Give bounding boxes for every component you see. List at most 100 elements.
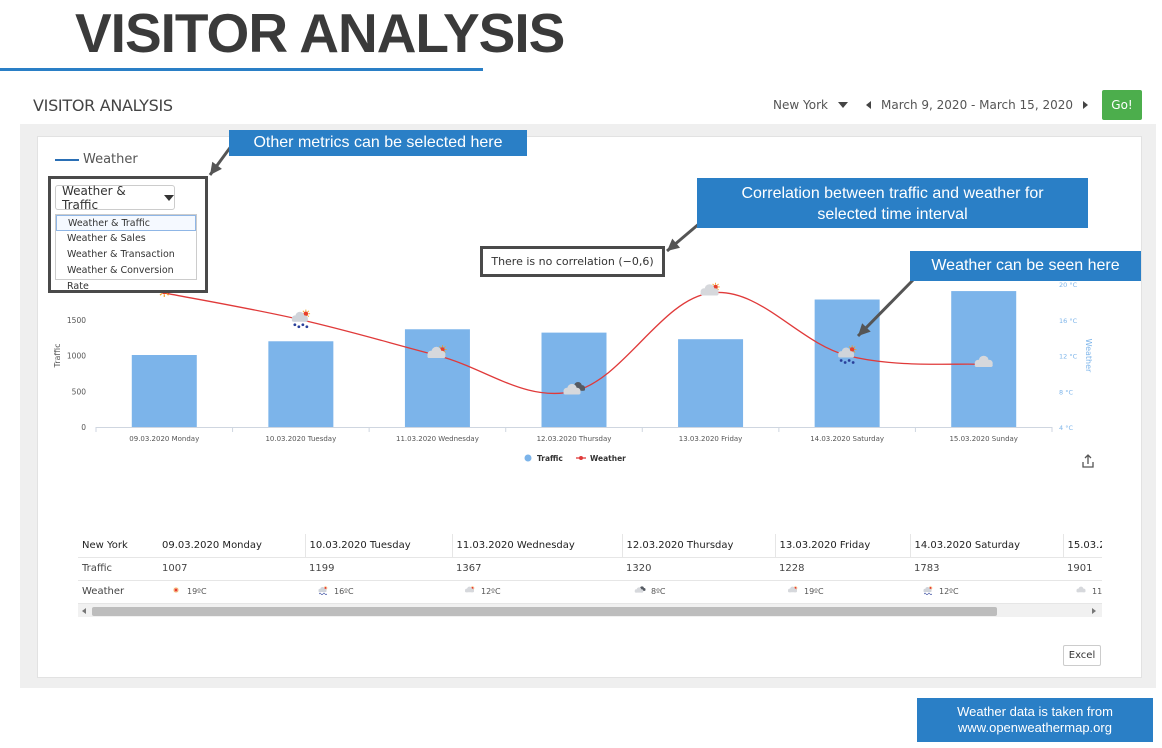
callout-arrow-line: [856, 276, 917, 338]
table-cell: 1367: [452, 557, 622, 581]
chart-top-legend: Weather: [55, 152, 138, 167]
callout-correlation-line: selected time interval: [817, 206, 968, 223]
weather-icon: [785, 585, 804, 597]
traffic-bar: [131, 354, 197, 427]
date-range[interactable]: March 9, 2020 - March 15, 2020: [881, 98, 1073, 112]
weather-icon: [632, 585, 651, 597]
table-header: 15.03.2020 Sunday: [1063, 534, 1102, 558]
table-cell: 11ºC: [1063, 580, 1102, 604]
chevron-down-icon: [164, 194, 174, 201]
scroll-right-icon[interactable]: [1092, 608, 1096, 614]
metric-select[interactable]: Weather & Traffic: [55, 183, 175, 212]
x-tick-label: 10.03.2020 Tuesday: [265, 435, 336, 443]
y-axis-title: Traffic: [53, 343, 62, 368]
table-header: 09.03.2020 Monday: [158, 534, 306, 558]
weather-icon: [920, 585, 939, 597]
weather-icon: [462, 585, 481, 597]
table-header: 11.03.2020 Wednesday: [452, 534, 623, 558]
snow-sun-weather-icon: [838, 345, 857, 364]
weather-temp: 19ºC: [187, 586, 207, 596]
chart-top-legend-label: Weather: [83, 152, 138, 167]
x-tick-label: 13.03.2020 Friday: [679, 435, 743, 443]
traffic-legend-label: Traffic: [537, 454, 563, 463]
weather-cell: 12ºC: [914, 585, 959, 597]
weather-icon: [315, 585, 334, 597]
metric-option[interactable]: Weather & Sales: [67, 233, 146, 244]
traffic-bar: [678, 339, 744, 427]
cloud-dark-weather-icon: [634, 586, 646, 593]
weather-legend-label: Weather: [590, 454, 626, 463]
cloud-dark-weather-icon: [563, 382, 585, 395]
scroll-left-icon[interactable]: [82, 608, 86, 614]
metric-dropdown-list: Weather & Traffic Weather & Sales Weathe…: [55, 214, 197, 292]
x-tick-label: 11.03.2020 Wednesday: [396, 435, 479, 443]
cloud-sun-weather-icon: [465, 585, 475, 593]
chevron-down-icon: [838, 102, 848, 108]
callout-arrow-head: [210, 161, 222, 175]
title-underline: [0, 68, 483, 71]
weather-icon-graphic: [788, 585, 798, 593]
weather-cell: 19ºC: [779, 585, 824, 597]
weather-temp: 12ºC: [939, 586, 959, 596]
table-header: 12.03.2020 Thursday: [622, 534, 776, 558]
cloud-sun-weather-icon: [700, 282, 720, 296]
weather-icon-graphic: [1076, 586, 1086, 593]
table-header: 14.03.2020 Saturday: [910, 534, 1064, 558]
weather-icon: [168, 585, 187, 597]
callout-correlation: Correlation between traffic and weather …: [697, 178, 1088, 228]
weather-icon-graphic: [173, 587, 179, 593]
y-tick-label: 500: [72, 387, 87, 396]
table-cell: 1007: [158, 557, 305, 581]
traffic-bar: [541, 332, 607, 427]
metric-option[interactable]: Weather & Traffic: [56, 215, 196, 231]
traffic-weather-chart: 05001000150020004 °C8 °C12 °C16 °C20 °CT…: [53, 144, 1093, 463]
table-cell: 19ºC: [775, 580, 910, 604]
prev-week-icon[interactable]: [866, 101, 871, 109]
callout-metrics: Other metrics can be selected here: [229, 130, 527, 156]
callout-arrow-head: [667, 238, 681, 251]
weather-legend-swatch: [579, 456, 583, 460]
metric-option[interactable]: Weather & Transaction: [67, 249, 175, 260]
table-row-label: Weather: [78, 580, 158, 604]
horizontal-scrollbar[interactable]: [78, 603, 1102, 617]
weather-icon-graphic: [923, 585, 933, 596]
export-icon[interactable]: [1080, 453, 1096, 469]
traffic-bar: [268, 341, 334, 427]
scroll-thumb[interactable]: [92, 607, 997, 616]
cloud-sun-weather-icon: [427, 345, 447, 358]
cloud-sun-weather-icon: [788, 585, 798, 593]
traffic-bar: [404, 329, 470, 427]
table-cell: 1320: [622, 557, 775, 581]
metric-option[interactable]: Weather & Conversion Rate: [67, 265, 174, 292]
x-tick-label: 15.03.2020 Sunday: [949, 435, 1018, 443]
cloud-weather-icon: [974, 355, 993, 367]
y-tick-label: 1500: [67, 316, 86, 325]
y2-tick-label: 12 °C: [1059, 353, 1078, 361]
weather-temp: 16ºC: [334, 586, 354, 596]
weather-temp: 12ºC: [481, 586, 501, 596]
metric-select-value: Weather & Traffic: [62, 183, 126, 212]
table-cell: 19ºC: [158, 580, 305, 604]
callout-weather: Weather can be seen here: [910, 251, 1141, 281]
callout-source-line: www.openweathermap.org: [958, 720, 1112, 735]
weather-icon: [1073, 585, 1092, 597]
excel-export-button[interactable]: Excel: [1063, 645, 1101, 666]
table-cell: 8ºC: [622, 580, 775, 604]
table-header: 10.03.2020 Tuesday: [305, 534, 453, 558]
y2-axis-title: Weather: [1084, 339, 1093, 373]
table-cell: 1901: [1063, 557, 1102, 581]
correlation-box: There is no correlation (−0,6): [480, 246, 665, 277]
weather-icon-graphic: [465, 585, 475, 593]
traffic-bar: [814, 299, 880, 427]
city-select[interactable]: New York: [773, 98, 848, 112]
weather-cell: 19ºC: [162, 585, 207, 597]
y-tick-label: 1000: [67, 352, 86, 361]
x-tick-label: 09.03.2020 Monday: [129, 435, 199, 443]
sun-weather-icon: [173, 587, 179, 593]
weather-icon-graphic: [634, 586, 646, 593]
table-row-label: Traffic: [78, 557, 158, 581]
go-button[interactable]: Go!: [1102, 90, 1142, 120]
callout-arrow-head: [858, 323, 871, 336]
city-select-value: New York: [773, 98, 828, 112]
next-week-icon[interactable]: [1083, 101, 1088, 109]
